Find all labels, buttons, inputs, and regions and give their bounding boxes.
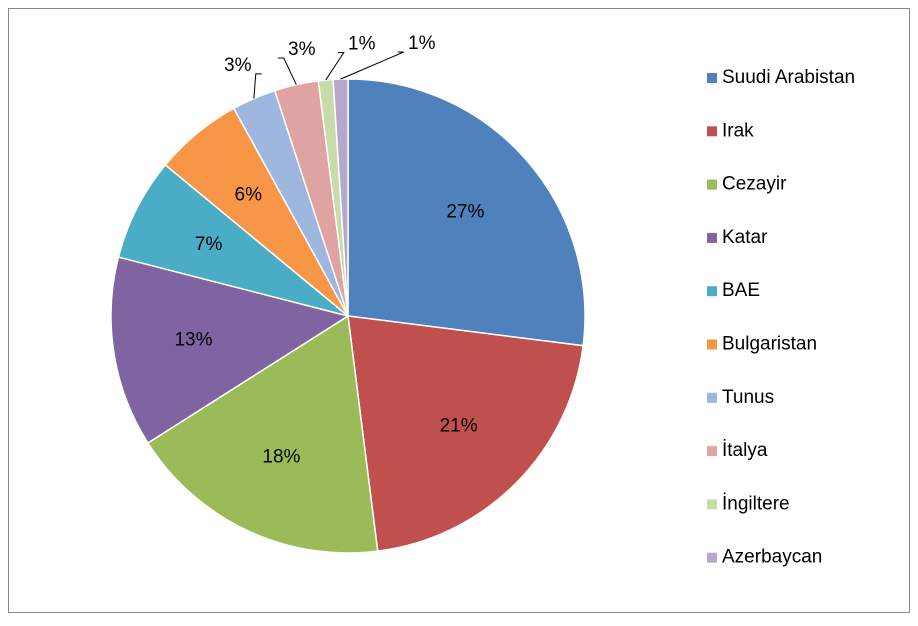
legend-swatch	[707, 446, 717, 457]
pie-slice	[110, 256, 350, 445]
legend-label: Bulgaristan	[722, 334, 817, 355]
legend-swatch	[707, 286, 717, 297]
legend-label: Tunus	[722, 387, 774, 408]
legend-swatch	[707, 499, 717, 510]
data-label: 3%	[224, 55, 252, 76]
data-label: 3%	[288, 39, 316, 60]
data-label: 1%	[408, 33, 436, 54]
legend-label: Katar	[722, 227, 768, 248]
leader-line	[277, 57, 297, 85]
pie-slice	[347, 315, 584, 552]
legend-swatch	[707, 339, 717, 350]
pie-slice	[347, 78, 586, 347]
pie-slice	[117, 163, 349, 317]
legend-label: Azerbaycan	[722, 547, 822, 568]
legend-swatch	[707, 126, 717, 137]
data-label: 6%	[235, 184, 263, 205]
leader-line	[340, 51, 404, 80]
legend-label: İtalya	[722, 440, 768, 461]
pie-slice	[146, 314, 379, 554]
legend-swatch	[707, 552, 717, 563]
data-label: 18%	[262, 447, 300, 468]
legend-swatch	[707, 392, 717, 403]
legend-label: BAE	[722, 280, 760, 301]
leader-line	[325, 52, 345, 81]
data-label: 27%	[446, 202, 484, 223]
data-label: 1%	[348, 34, 376, 55]
legend-label: Cezayir	[722, 174, 787, 195]
leader-line	[253, 73, 262, 99]
legend-swatch	[707, 179, 717, 190]
legend-label: İngiltere	[722, 493, 790, 514]
legend-swatch	[707, 73, 717, 83]
legend-swatch	[707, 232, 717, 243]
legend-label: Irak	[722, 120, 754, 141]
data-label: 7%	[195, 234, 223, 255]
data-label: 13%	[174, 329, 212, 350]
legend-label: Suudi Arabistan	[722, 67, 855, 88]
data-label: 21%	[440, 416, 478, 437]
